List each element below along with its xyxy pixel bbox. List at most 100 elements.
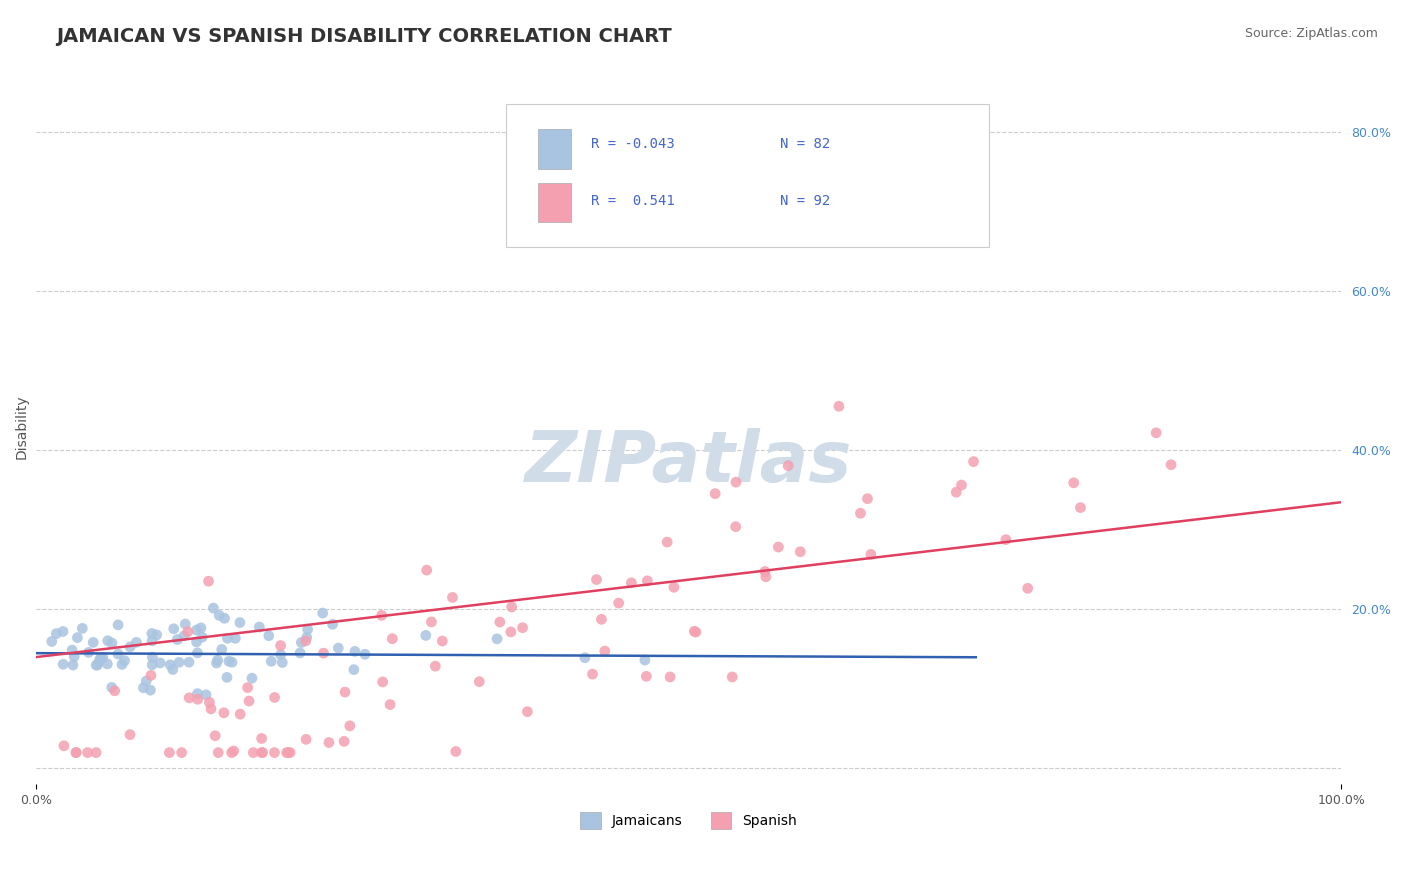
Point [333,685,356,699]
Point [89,653,111,667]
Point [778,458,800,473]
Point [202,601,225,615]
Point [60,643,83,657]
Point [257,629,280,643]
Point [499,624,522,639]
Point [45,626,67,640]
Point [381,632,404,646]
Point [294,634,316,648]
Point [270,648,292,662]
Point [683,624,706,639]
Point [486,632,509,646]
Point [620,575,643,590]
Point [66,631,89,645]
Point [297,623,319,637]
Point [252,746,274,760]
Point [214,611,236,625]
Point [704,486,727,500]
Point [607,596,630,610]
Point [52,624,75,639]
Point [1160,458,1182,472]
Point [190,621,212,635]
Point [290,635,312,649]
Text: Source: ZipAtlas.com: Source: ZipAtlas.com [1244,27,1378,40]
Point [339,719,361,733]
Point [415,563,437,577]
Point [167,656,190,670]
Point [221,655,243,669]
Text: R = -0.043: R = -0.043 [591,136,675,151]
FancyBboxPatch shape [506,104,988,247]
Point [755,570,778,584]
Point [186,635,208,649]
Point [186,687,208,701]
Point [444,744,467,758]
Point [859,548,882,562]
Point [415,628,437,642]
Point [157,746,180,760]
Point [591,612,613,626]
Point [96,657,118,671]
Text: JAMAICAN VS SPANISH DISABILITY CORRELATION CHART: JAMAICAN VS SPANISH DISABILITY CORRELATI… [56,27,672,45]
Point [132,681,155,695]
Point [295,732,318,747]
Point [432,634,454,648]
FancyBboxPatch shape [538,129,571,169]
Point [322,617,344,632]
Point [205,656,228,670]
Point [657,535,679,549]
Point [62,658,84,673]
Point [789,545,811,559]
Point [489,615,512,629]
Point [207,653,229,667]
Point [173,629,195,643]
Point [636,574,658,588]
Point [141,657,163,672]
Point [177,655,200,669]
Text: ZIPatlas: ZIPatlas [524,428,852,497]
Point [950,478,973,492]
Point [856,491,879,506]
Point [41,634,63,648]
Point [1063,475,1085,490]
Point [174,617,197,632]
Point [177,624,200,639]
Point [229,615,252,630]
Point [118,640,141,654]
Point [84,658,107,673]
Point [312,646,335,660]
Point [114,654,136,668]
Point [65,746,87,760]
Point [263,690,285,705]
Point [724,475,747,490]
Point [224,632,246,646]
Point [370,608,392,623]
Point [149,656,172,670]
Point [204,729,226,743]
Point [104,683,127,698]
Point [186,623,208,637]
Y-axis label: Disability: Disability [15,394,30,458]
Point [65,746,87,760]
Point [1144,425,1167,440]
Point [91,650,114,665]
Point [125,635,148,649]
Point [276,746,298,760]
Point [662,580,685,594]
Point [198,695,221,709]
Point [186,646,208,660]
Point [240,671,263,685]
Point [441,591,464,605]
Point [343,644,366,658]
Point [659,670,682,684]
Point [420,615,443,629]
Point [82,635,104,649]
Point [145,628,167,642]
Point [634,653,657,667]
Point [229,707,252,722]
Point [215,670,238,684]
Legend: Jamaicans, Spanish: Jamaicans, Spanish [575,806,803,835]
Point [371,674,394,689]
Point [250,731,273,746]
FancyBboxPatch shape [538,183,571,222]
